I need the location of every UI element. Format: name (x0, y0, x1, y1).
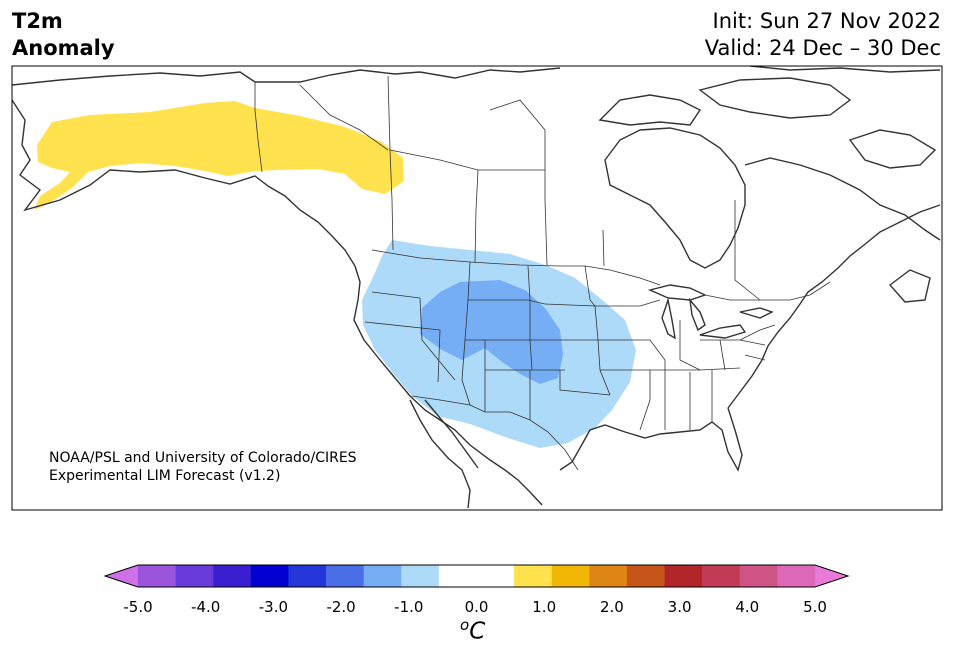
colorbar-segment (626, 565, 666, 587)
credit-text: NOAA/PSL and University of Colorado/CIRE… (49, 449, 357, 485)
colorbar-tick-label: 1.0 (532, 598, 556, 616)
colorbar-segment (702, 565, 741, 587)
colorbar-segment (777, 565, 816, 587)
colorbar-tick-label: 5.0 (803, 598, 827, 616)
colorbar-segment (326, 565, 365, 587)
anomaly-label: Anomaly (12, 36, 115, 60)
credit-line-2: Experimental LIM Forecast (v1.2) (49, 468, 281, 484)
colorbar-ticks: -5.0 -4.0 -3.0 -2.0 -1.0 0.0 1.0 2.0 3.0 4.0 5.0 (123, 598, 827, 616)
warm-anomaly-area (34, 101, 404, 210)
colorbar-segment (401, 565, 440, 587)
colorbar-tick-label: -1.0 (394, 598, 423, 616)
map-frame (11, 65, 943, 511)
colorbar-tick-label: -4.0 (191, 598, 220, 616)
colorbar-extend-low (105, 565, 138, 587)
map-title: T2m Anomaly (12, 8, 115, 62)
political-borders (254, 75, 831, 471)
unit-label: oC (460, 616, 485, 645)
colorbar-segment (514, 565, 553, 587)
colorbar-segment (476, 565, 515, 587)
variable-label: T2m (12, 9, 63, 33)
colorbar-segment (589, 565, 628, 587)
colorbar-tick-label: -2.0 (326, 598, 355, 616)
init-date: Init: Sun 27 Nov 2022 (712, 9, 941, 33)
colorbar-tick-label: 2.0 (600, 598, 624, 616)
colorbar-tick-label: 4.0 (735, 598, 759, 616)
colorbar-segment (213, 565, 252, 587)
colorbar-tick-label: -3.0 (259, 598, 288, 616)
colorbar-tick-label: -5.0 (123, 598, 152, 616)
colorbar-segment (138, 565, 177, 587)
colorbar-segments (103, 564, 850, 588)
unit-letter: C (469, 618, 486, 645)
colorbar-segment (739, 565, 778, 587)
cool-anomaly-inner-area (420, 280, 563, 384)
credit-line-1: NOAA/PSL and University of Colorado/CIRE… (49, 450, 357, 466)
colorbar-segment (250, 565, 289, 587)
coastlines (12, 66, 941, 509)
colorbar-segment (551, 565, 590, 587)
colorbar-segment (288, 565, 327, 587)
colorbar-segment (438, 565, 477, 587)
colorbar-extend-high (815, 565, 848, 587)
degree-symbol: o (460, 616, 470, 634)
colorbar-tick-label: 0.0 (465, 598, 489, 616)
colorbar-segment (664, 565, 703, 587)
valid-date: Valid: 24 Dec – 30 Dec (704, 36, 941, 60)
colorbar-tick-label: 3.0 (668, 598, 692, 616)
colorbar-segment (363, 565, 402, 587)
colorbar-segment (175, 565, 214, 587)
colorbar-outline (103, 564, 850, 588)
forecast-dates: Init: Sun 27 Nov 2022 Valid: 24 Dec – 30… (705, 8, 941, 62)
